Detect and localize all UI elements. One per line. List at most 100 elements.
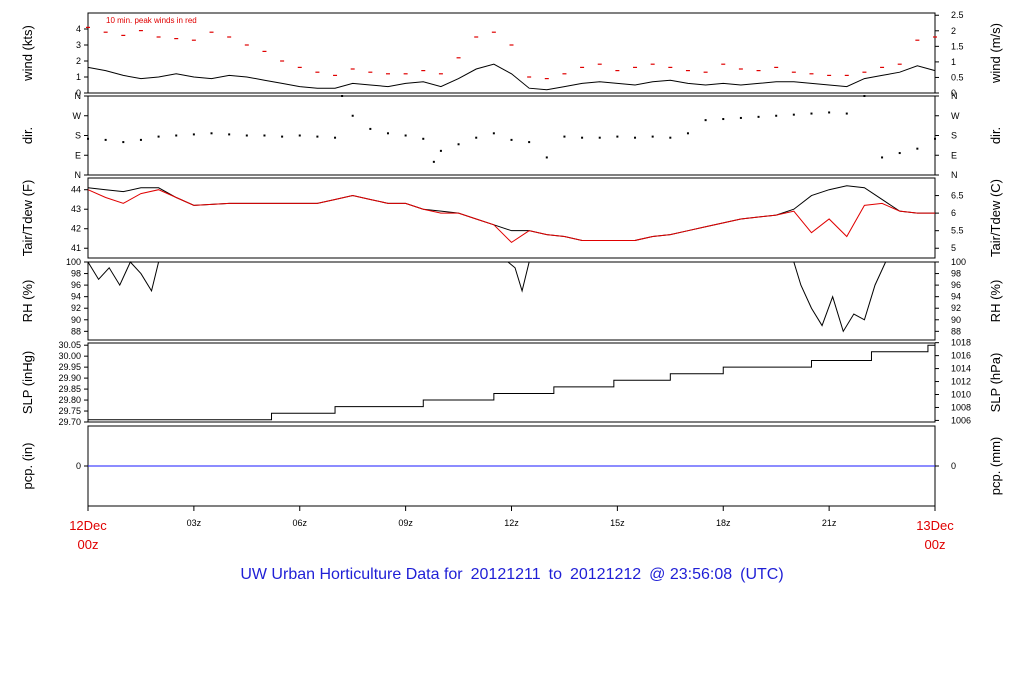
y-tick-label-left: 3 <box>76 40 81 50</box>
y-tick-label-right: 100 <box>951 257 966 267</box>
x-tick-label: 03z <box>187 518 202 528</box>
title-tz: (UTC) <box>740 566 784 583</box>
wind-direction-point <box>863 95 866 97</box>
wind-direction-point <box>298 134 301 137</box>
wind-direction-point <box>334 136 337 139</box>
x-tick-label: 15z <box>610 518 625 528</box>
y-tick-label-left: 98 <box>71 269 81 279</box>
y-tick-label-left: 29.80 <box>58 395 81 405</box>
date-label-start-day: 12Dec <box>69 518 107 533</box>
wind-direction-point <box>881 156 884 159</box>
tdew-series-line <box>87 189 935 244</box>
y-tick-label-left: 94 <box>71 292 81 302</box>
wind-direction-point <box>104 138 107 141</box>
title-at: @ 23:56:08 <box>649 566 733 583</box>
wind-direction-point <box>598 136 601 139</box>
wind-direction-point <box>87 137 89 140</box>
y-tick-label-right: 5 <box>951 243 956 253</box>
wind-direction-point <box>563 135 566 138</box>
y-tick-label-left: 29.70 <box>58 417 81 427</box>
wind-direction-point <box>122 141 125 144</box>
y-tick-label-right: 0.5 <box>951 72 964 82</box>
wind-direction-point <box>828 111 831 114</box>
wind-direction-point <box>157 135 160 138</box>
wind-direction-point <box>810 112 813 115</box>
y-tick-label-right: 94 <box>951 292 961 302</box>
y-tick-label-left: 100 <box>66 257 81 267</box>
y-tick-label-right: 5.5 <box>951 226 964 236</box>
y-tick-label-left: 29.85 <box>58 384 81 394</box>
wind-direction-point <box>404 134 407 137</box>
y-tick-label-right: 0 <box>951 461 956 471</box>
y-tick-label-right: 88 <box>951 326 961 336</box>
wind-direction-point <box>175 134 178 137</box>
x-tick-label: 18z <box>716 518 731 528</box>
wind-direction-point <box>581 136 584 139</box>
chart-title: UW Urban Horticulture Data for 20121211 to… <box>0 566 1024 584</box>
y-tick-label-right: 1012 <box>951 377 971 387</box>
wind-series-line <box>87 63 936 91</box>
y-axis-label-left: wind (kts) <box>20 25 35 82</box>
wind-direction-point <box>898 152 901 155</box>
title-to: 20121212 <box>569 566 642 583</box>
x-tick-label: 06z <box>292 518 307 528</box>
wind-direction-point <box>528 141 531 144</box>
y-tick-label-left: N <box>75 170 82 180</box>
wind-direction-point <box>281 135 284 138</box>
date-label-start-hour: 00z <box>78 537 99 552</box>
wind-direction-point <box>704 119 707 122</box>
y-tick-label-left: 30.05 <box>58 340 81 350</box>
y-tick-label-right: 2.5 <box>951 10 964 20</box>
y-tick-label-left: 0 <box>76 88 81 98</box>
wind-direction-point <box>439 149 442 152</box>
panel-frame <box>87 177 936 259</box>
y-tick-label-right: 6 <box>951 208 956 218</box>
y-tick-label-right: S <box>951 131 957 141</box>
y-axis-label-left: pcp. (in) <box>20 443 35 490</box>
wind-direction-point <box>228 133 231 136</box>
y-tick-label-right: 92 <box>951 303 961 313</box>
y-tick-label-right: 0 <box>951 88 956 98</box>
y-axis-label-right: dir. <box>988 127 1003 144</box>
y-tick-label-right: N <box>951 170 958 180</box>
y-tick-label-right: N <box>951 91 958 101</box>
y-axis-label-right: SLP (hPa) <box>988 353 1003 413</box>
y-tick-label-right: 98 <box>951 269 961 279</box>
y-tick-label-left: 4 <box>76 24 81 34</box>
y-tick-label-left: 2 <box>76 56 81 66</box>
y-tick-label-right: 1.5 <box>951 41 964 51</box>
wind-direction-point <box>722 118 725 121</box>
y-axis-label-left: SLP (inHg) <box>20 351 35 414</box>
y-tick-label-left: 96 <box>71 280 81 290</box>
y-tick-label-left: 1 <box>76 72 81 82</box>
y-tick-label-left: N <box>75 91 82 101</box>
y-tick-label-left: S <box>75 131 81 141</box>
y-tick-label-left: 42 <box>71 224 81 234</box>
wind-direction-point <box>686 132 689 135</box>
wind-direction-point <box>192 133 195 136</box>
x-tick-label: 09z <box>398 518 413 528</box>
y-tick-label-right: 1014 <box>951 364 971 374</box>
x-tick-label: 12z <box>504 518 519 528</box>
y-axis-label-left: Tair/Tdew (F) <box>20 180 35 257</box>
y-tick-label-right: 1 <box>951 57 956 67</box>
wind-direction-point <box>386 132 389 135</box>
wind-direction-point <box>492 132 495 135</box>
y-tick-label-left: E <box>75 150 81 160</box>
y-axis-label-left: RH (%) <box>20 280 35 323</box>
wind-direction-point <box>432 160 435 163</box>
y-tick-label-right: 90 <box>951 315 961 325</box>
y-tick-label-left: 44 <box>71 185 81 195</box>
y-tick-label-right: 1018 <box>951 338 971 348</box>
wind-direction-point <box>916 147 919 150</box>
y-tick-label-right: W <box>951 111 960 121</box>
y-tick-label-left: 29.75 <box>58 406 81 416</box>
wind-direction-point <box>669 136 672 139</box>
wind-direction-point <box>792 113 795 116</box>
y-axis-label-right: RH (%) <box>988 280 1003 323</box>
y-tick-label-left: 0 <box>76 461 81 471</box>
y-axis-label-right: wind (m/s) <box>988 23 1003 84</box>
wind-direction-point <box>475 136 478 139</box>
y-tick-label-left: 92 <box>71 303 81 313</box>
